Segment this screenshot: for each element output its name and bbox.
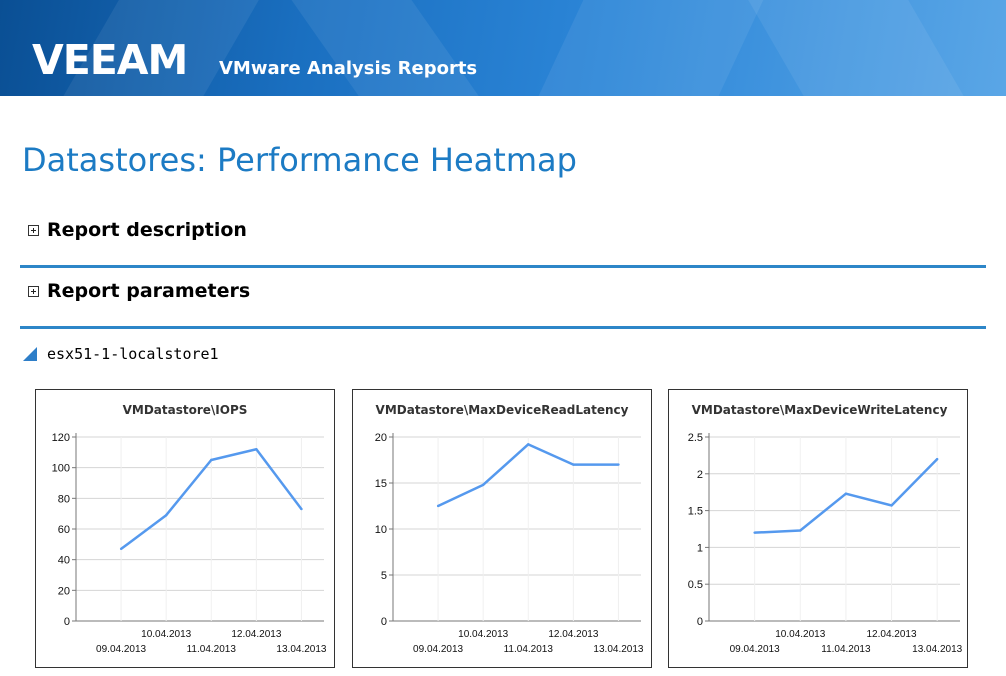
veeam-logo: VEEAM (32, 36, 188, 84)
data-point (799, 529, 802, 532)
x-tick-label: 12.04.2013 (548, 629, 598, 640)
collapse-triangle-icon[interactable] (22, 346, 38, 362)
y-tick-label: 1.5 (688, 506, 703, 518)
expand-plus-icon[interactable] (28, 224, 39, 236)
chart-title: VMDatastore\MaxDeviceWriteLatency (692, 403, 948, 417)
y-tick-label: 100 (52, 463, 70, 475)
chart-title: VMDatastore\IOPS (123, 403, 248, 417)
report-description-toggle[interactable]: Report description (28, 219, 247, 241)
data-point (255, 448, 258, 451)
report-parameters-toggle[interactable]: Report parameters (28, 280, 250, 302)
y-tick-label: 120 (52, 432, 70, 444)
x-tick-label: 10.04.2013 (775, 629, 825, 640)
data-point (935, 457, 939, 461)
x-tick-label: 09.04.2013 (730, 644, 780, 655)
y-tick-label: 0 (64, 616, 70, 628)
header-banner: VEEAM VMware Analysis Reports (0, 0, 1006, 96)
x-tick-label: 12.04.2013 (231, 629, 281, 640)
data-point (890, 504, 893, 507)
y-tick-label: 2.5 (688, 432, 703, 444)
datastore-group-header[interactable]: esx51-1-localstore1 (22, 345, 219, 363)
y-tick-label: 20 (58, 585, 70, 597)
chart-write-latency: VMDatastore\MaxDeviceWriteLatency 0 0.5 1 1.… (668, 389, 968, 668)
expand-plus-icon[interactable] (28, 285, 39, 297)
datastore-name: esx51-1-localstore1 (47, 345, 219, 363)
y-tick-label: 5 (381, 570, 387, 582)
data-point (527, 443, 530, 446)
x-tick-label: 11.04.2013 (504, 644, 554, 655)
y-tick-label: 60 (58, 524, 70, 536)
y-tick-label: 2 (697, 469, 703, 481)
x-tick-label: 13.04.2013 (276, 644, 326, 655)
x-tick-label: 12.04.2013 (867, 629, 917, 640)
x-tick-label: 13.04.2013 (593, 644, 643, 655)
data-point (753, 531, 756, 534)
section-divider (20, 326, 986, 329)
chart-iops-svg: VMDatastore\IOPS 0 20 40 60 80 100 120 09.04.201… (52, 403, 327, 655)
data-point (210, 458, 213, 462)
y-tick-label: 10 (375, 524, 387, 536)
y-tick-label: 80 (58, 493, 70, 505)
data-point (119, 547, 123, 551)
x-tick-label: 11.04.2013 (187, 644, 237, 655)
y-tick-label: 0 (381, 616, 387, 628)
chart-iops: VMDatastore\IOPS 0 20 40 60 80 100 120 09.04.201… (35, 389, 335, 668)
data-point (617, 463, 620, 466)
app-title: VMware Analysis Reports (219, 58, 478, 79)
data-point (844, 492, 848, 495)
banner-facet (518, 0, 782, 96)
chart-title: VMDatastore\MaxDeviceReadLatency (376, 403, 629, 417)
x-tick-label: 10.04.2013 (141, 629, 191, 640)
page-title: Datastores: Performance Heatmap (22, 141, 577, 179)
chart-write-latency-svg: VMDatastore\MaxDeviceWriteLatency00.511.… (688, 403, 963, 655)
section-divider (20, 265, 986, 268)
x-tick-label: 09.04.2013 (413, 644, 463, 655)
y-tick-label: 40 (58, 555, 70, 567)
banner-facet (736, 0, 984, 96)
x-tick-label: 13.04.2013 (912, 644, 962, 655)
y-tick-label: 1 (697, 542, 703, 554)
chart-read-latency-svg: VMDatastore\MaxDeviceReadLatency 0 5 10 15 20… (375, 403, 644, 655)
data-point (164, 514, 168, 517)
data-point (436, 504, 440, 508)
banner-facet (277, 0, 503, 96)
report-parameters-label[interactable]: Report parameters (47, 280, 251, 302)
y-tick-label: 20 (375, 432, 387, 444)
chart-read-latency: VMDatastore\MaxDeviceReadLatency 0 5 10 15 20… (352, 389, 652, 668)
y-tick-label: 0.5 (688, 579, 703, 591)
report-description-label[interactable]: Report description (47, 219, 247, 241)
data-point (572, 463, 575, 466)
x-tick-label: 10.04.2013 (458, 629, 508, 640)
data-point (300, 507, 303, 511)
data-point (481, 483, 485, 487)
y-tick-label: 0 (697, 616, 703, 628)
x-tick-label: 11.04.2013 (821, 644, 871, 655)
x-tick-label: 09.04.2013 (96, 644, 146, 655)
y-tick-label: 15 (375, 478, 387, 490)
